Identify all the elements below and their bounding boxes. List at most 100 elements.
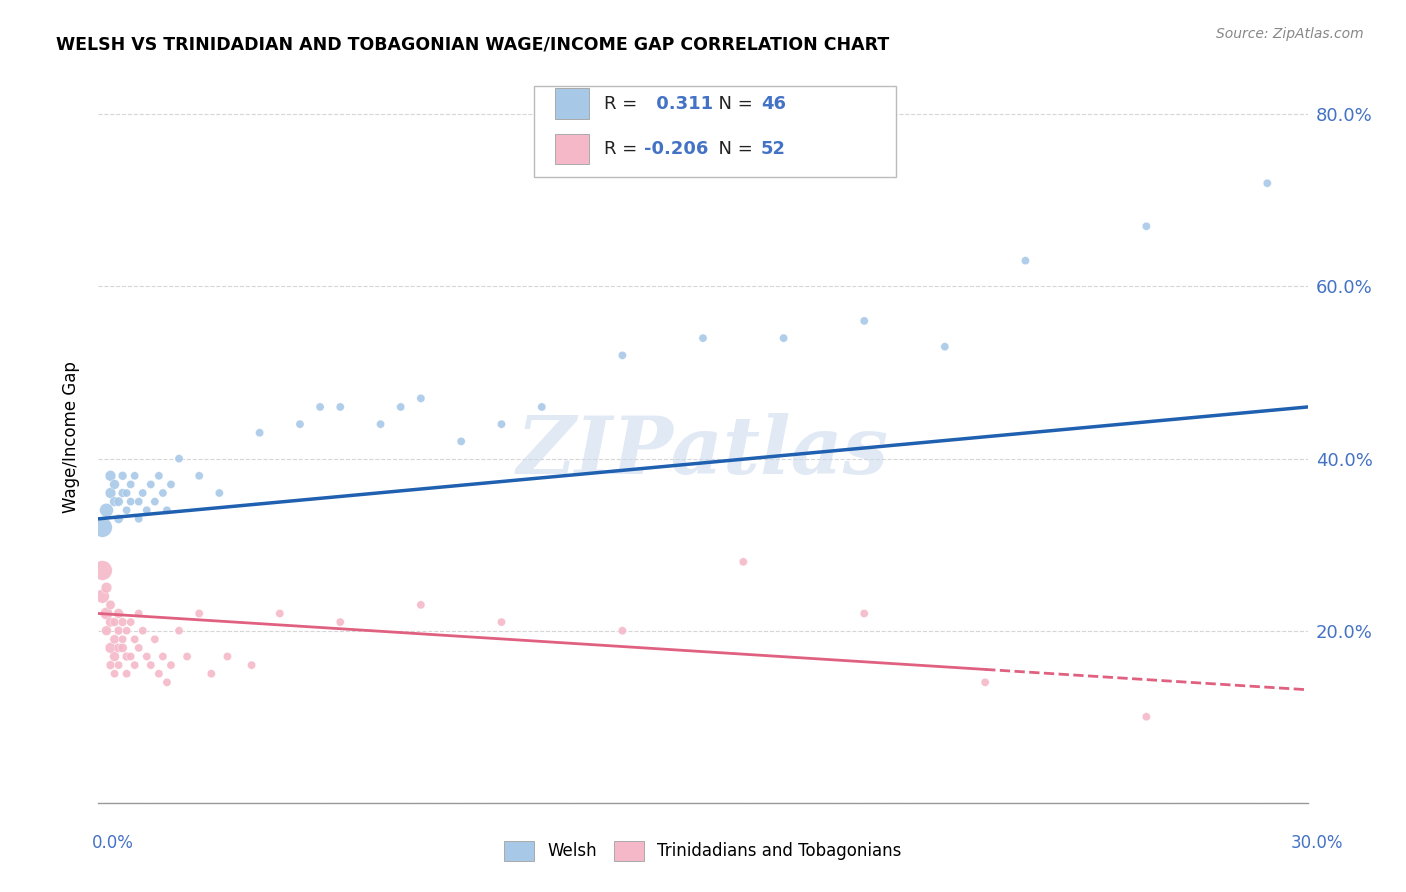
Text: R =: R = <box>603 95 648 112</box>
Point <box>120 477 142 491</box>
FancyBboxPatch shape <box>555 134 589 164</box>
Point <box>132 624 155 638</box>
Point <box>115 486 138 500</box>
Point <box>370 417 392 432</box>
Point <box>96 607 118 621</box>
Point <box>160 658 183 673</box>
Point <box>111 486 134 500</box>
Point <box>491 615 513 629</box>
Text: N =: N = <box>707 95 763 112</box>
Point <box>1014 253 1036 268</box>
Point <box>120 649 142 664</box>
Point <box>152 649 174 664</box>
Point <box>107 658 129 673</box>
FancyBboxPatch shape <box>534 86 897 178</box>
Point <box>103 666 125 681</box>
Point <box>176 649 198 664</box>
Point <box>111 468 134 483</box>
Point <box>409 392 432 406</box>
Point <box>733 555 755 569</box>
Text: Source: ZipAtlas.com: Source: ZipAtlas.com <box>1216 27 1364 41</box>
Point <box>853 314 876 328</box>
Point <box>139 477 162 491</box>
Point <box>208 486 231 500</box>
Legend: Welsh, Trinidadians and Tobagonians: Welsh, Trinidadians and Tobagonians <box>498 834 908 868</box>
Point <box>389 400 412 414</box>
Point <box>96 581 118 595</box>
Point <box>115 666 138 681</box>
Point <box>100 468 122 483</box>
Point <box>124 658 146 673</box>
Point <box>115 649 138 664</box>
Point <box>111 640 134 655</box>
Text: R =: R = <box>603 140 643 158</box>
Point <box>135 649 157 664</box>
Point <box>111 632 134 647</box>
Point <box>107 512 129 526</box>
Point <box>692 331 714 345</box>
Point <box>115 624 138 638</box>
Point <box>124 632 146 647</box>
Point <box>107 494 129 508</box>
Point <box>107 607 129 621</box>
Point <box>111 615 134 629</box>
Point <box>249 425 271 440</box>
Point <box>128 512 150 526</box>
FancyBboxPatch shape <box>555 88 589 119</box>
Point <box>96 624 118 638</box>
Text: 52: 52 <box>761 140 786 158</box>
Point <box>853 607 876 621</box>
Point <box>612 624 634 638</box>
Point <box>156 675 179 690</box>
Point <box>128 494 150 508</box>
Point <box>329 615 352 629</box>
Point <box>1135 219 1157 234</box>
Point <box>128 607 150 621</box>
Text: N =: N = <box>707 140 763 158</box>
Point <box>188 468 211 483</box>
Point <box>217 649 239 664</box>
Point <box>188 607 211 621</box>
Text: 46: 46 <box>761 95 786 112</box>
Point <box>103 477 125 491</box>
Point <box>100 640 122 655</box>
Point <box>491 417 513 432</box>
Point <box>450 434 472 449</box>
Y-axis label: Wage/Income Gap: Wage/Income Gap <box>62 361 80 513</box>
Point <box>132 486 155 500</box>
Point <box>240 658 263 673</box>
Point <box>288 417 311 432</box>
Point <box>152 486 174 500</box>
Point <box>530 400 553 414</box>
Point <box>409 598 432 612</box>
Point <box>103 649 125 664</box>
Text: 30.0%: 30.0% <box>1291 834 1343 852</box>
Point <box>100 615 122 629</box>
Point <box>1135 710 1157 724</box>
Point <box>329 400 352 414</box>
Point <box>139 658 162 673</box>
Point <box>612 348 634 362</box>
Point <box>107 640 129 655</box>
Point <box>128 640 150 655</box>
Point <box>107 624 129 638</box>
Point <box>135 503 157 517</box>
Point <box>124 468 146 483</box>
Point <box>200 666 222 681</box>
Point <box>91 564 114 578</box>
Point <box>100 658 122 673</box>
Point <box>103 632 125 647</box>
Point <box>120 494 142 508</box>
Point <box>103 494 125 508</box>
Point <box>156 503 179 517</box>
Point <box>167 451 190 466</box>
Point <box>160 477 183 491</box>
Point <box>309 400 332 414</box>
Point <box>91 589 114 603</box>
Point <box>96 503 118 517</box>
Text: 0.311: 0.311 <box>650 95 713 112</box>
Point <box>120 615 142 629</box>
Point <box>91 520 114 534</box>
Point <box>974 675 997 690</box>
Point <box>148 666 170 681</box>
